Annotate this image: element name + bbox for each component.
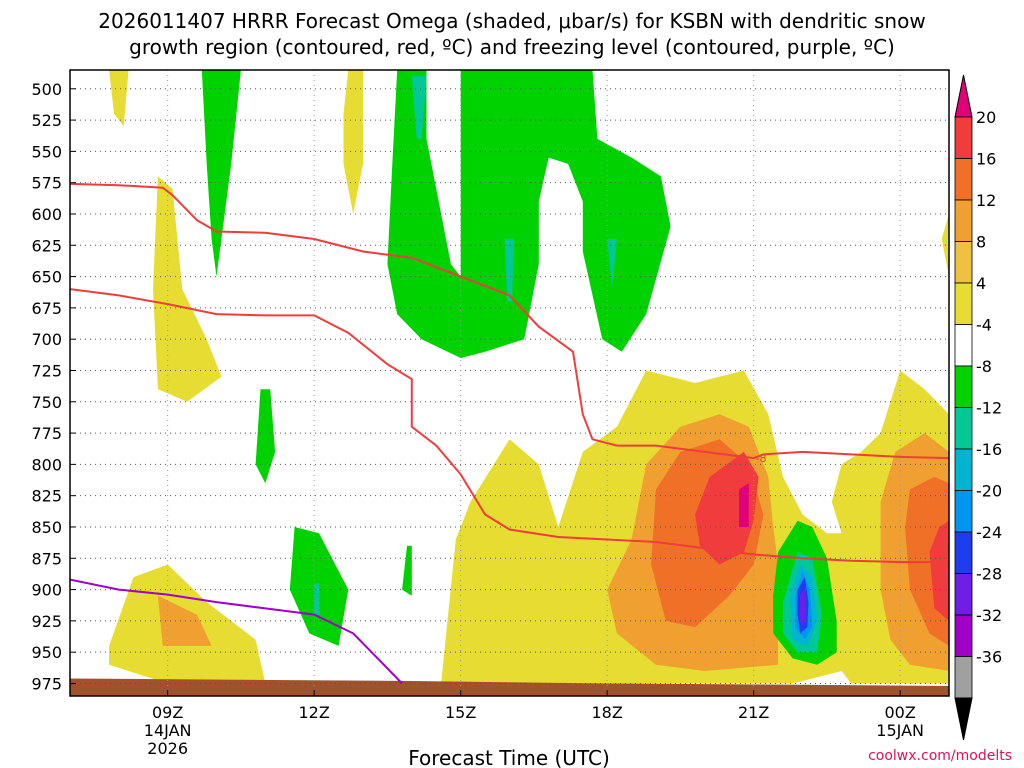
contour-lines-layer: -8 (70, 182, 949, 685)
y-tick-label-725: 725 (31, 361, 62, 380)
colorbar-swatch-12 (954, 614, 973, 657)
colorbar-label-6: -8 (976, 357, 992, 376)
colorbar-label-10: -24 (976, 523, 1002, 542)
omega-region-green-small-2 (289, 527, 349, 646)
colorbar-swatch-2 (954, 199, 973, 242)
credit-text: coolwx.com/modelts (868, 748, 1012, 764)
y-tick-label-900: 900 (31, 581, 62, 600)
colorbar-label-5: -4 (976, 316, 992, 335)
colorbar-label-12: -32 (976, 606, 1002, 625)
x-tick-label-12Z: 12Z (299, 703, 330, 722)
dgz-annotation-label: -8 (756, 452, 767, 465)
colorbar-label-11: -28 (976, 565, 1002, 584)
plot-frame (69, 69, 950, 697)
y-tick-label-875: 875 (31, 549, 62, 568)
omega-region-purple-bottom-low (800, 587, 807, 628)
x-tick-label-18Z: 18Z (592, 703, 623, 722)
y-tick-label-575: 575 (31, 174, 62, 193)
y-tick-label-525: 525 (31, 111, 62, 130)
y-tick-label-500: 500 (31, 80, 62, 99)
terrain-fill (70, 678, 949, 696)
omega-region-teal-3 (607, 239, 617, 290)
colorbar-label-8: -16 (976, 440, 1002, 459)
dgz-upper-line (70, 182, 949, 460)
y-tick-label-550: 550 (31, 142, 62, 161)
y-tick-label-975: 975 (31, 674, 62, 693)
y-tick-label-800: 800 (31, 455, 62, 474)
colorbar-swatch-8 (954, 448, 973, 491)
colorbar-swatch-3 (954, 241, 973, 284)
x-axis-label: Forecast Time (UTC) (408, 746, 610, 768)
colorbar-label-0: 20 (976, 108, 996, 127)
chart-title-line-1: 2026011407 HRRR Forecast Omega (shaded, … (98, 9, 925, 33)
colorbar-swatch-5 (954, 324, 973, 367)
colorbar-swatch-10 (954, 531, 973, 574)
x-tick-year-09Z: 2026 (147, 739, 188, 758)
colorbar-swatch-13 (954, 656, 973, 699)
colorbar-swatch-7 (954, 407, 973, 450)
omega-region-yellow-col-2 (343, 70, 363, 214)
colorbar-label-1: 16 (976, 150, 996, 169)
x-tick-date-00Z: 15JAN (876, 721, 924, 740)
colorbar-bottom-arrow (954, 697, 973, 741)
y-tick-label-775: 775 (31, 424, 62, 443)
colorbar-swatch-4 (954, 282, 973, 325)
omega-region-teal-1 (411, 76, 427, 139)
y-tick-label-950: 950 (31, 643, 62, 662)
x-tick-label-09Z: 09Z (152, 703, 183, 722)
colorbar-swatch-9 (954, 490, 973, 533)
y-tick-label-650: 650 (31, 268, 62, 287)
colorbar-label-4: 4 (976, 274, 986, 293)
omega-region-red-right (929, 520, 949, 621)
omega-region-red-main (695, 451, 759, 565)
omega-region-green-small-3 (402, 545, 412, 596)
colorbar-label-13: -36 (976, 648, 1002, 667)
colorbar: 20 16 12 8 4 -4 -8 -12 -16 -20 -24 -28 -32 -36 (954, 74, 1002, 741)
x-tick-date-09Z: 14JAN (144, 721, 192, 740)
colorbar-swatch-6 (954, 365, 973, 408)
omega-region-teal-small (314, 583, 319, 615)
x-tick-label-15Z: 15Z (445, 703, 476, 722)
y-tick-label-850: 850 (31, 518, 62, 537)
colorbar-label-9: -20 (976, 482, 1002, 501)
colorbar-label-2: 12 (976, 191, 996, 210)
y-tick-label-675: 675 (31, 299, 62, 318)
x-tick-label-21Z: 21Z (738, 703, 769, 722)
y-tick-label-825: 825 (31, 487, 62, 506)
colorbar-swatch-0 (954, 116, 973, 159)
omega-region-teal-2 (504, 239, 515, 302)
colorbar-label-3: 8 (976, 233, 986, 252)
omega-region-green-main (387, 70, 671, 358)
x-tick-label-00Z: 00Z (885, 703, 916, 722)
omega-region-magenta-peak (739, 483, 749, 527)
y-tick-label-700: 700 (31, 330, 62, 349)
omega-shading-layer (70, 70, 949, 696)
y-axis: 500 525 550 575 600 625 650 675 700 725 750 775 800 8… (31, 80, 76, 693)
y-tick-label-625: 625 (31, 236, 62, 255)
freezing-level-line (70, 578, 403, 685)
colorbar-label-7: -12 (976, 399, 1002, 418)
chart-title-line-2: growth region (contoured, red, ºC) and f… (129, 35, 895, 59)
y-tick-label-750: 750 (31, 393, 62, 412)
omega-region-orange-bottom-left (157, 595, 212, 646)
omega-region-green-small-1 (255, 389, 276, 484)
omega-region-yellow-top-left (109, 70, 129, 127)
y-tick-label-600: 600 (31, 205, 62, 224)
colorbar-swatch-1 (954, 158, 973, 201)
y-tick-label-925: 925 (31, 612, 62, 631)
omega-region-yellow-left-strip (153, 176, 222, 402)
dgz-lower-line (70, 288, 949, 563)
omega-region-green-col-1 (201, 70, 241, 277)
colorbar-swatch-11 (954, 573, 973, 616)
